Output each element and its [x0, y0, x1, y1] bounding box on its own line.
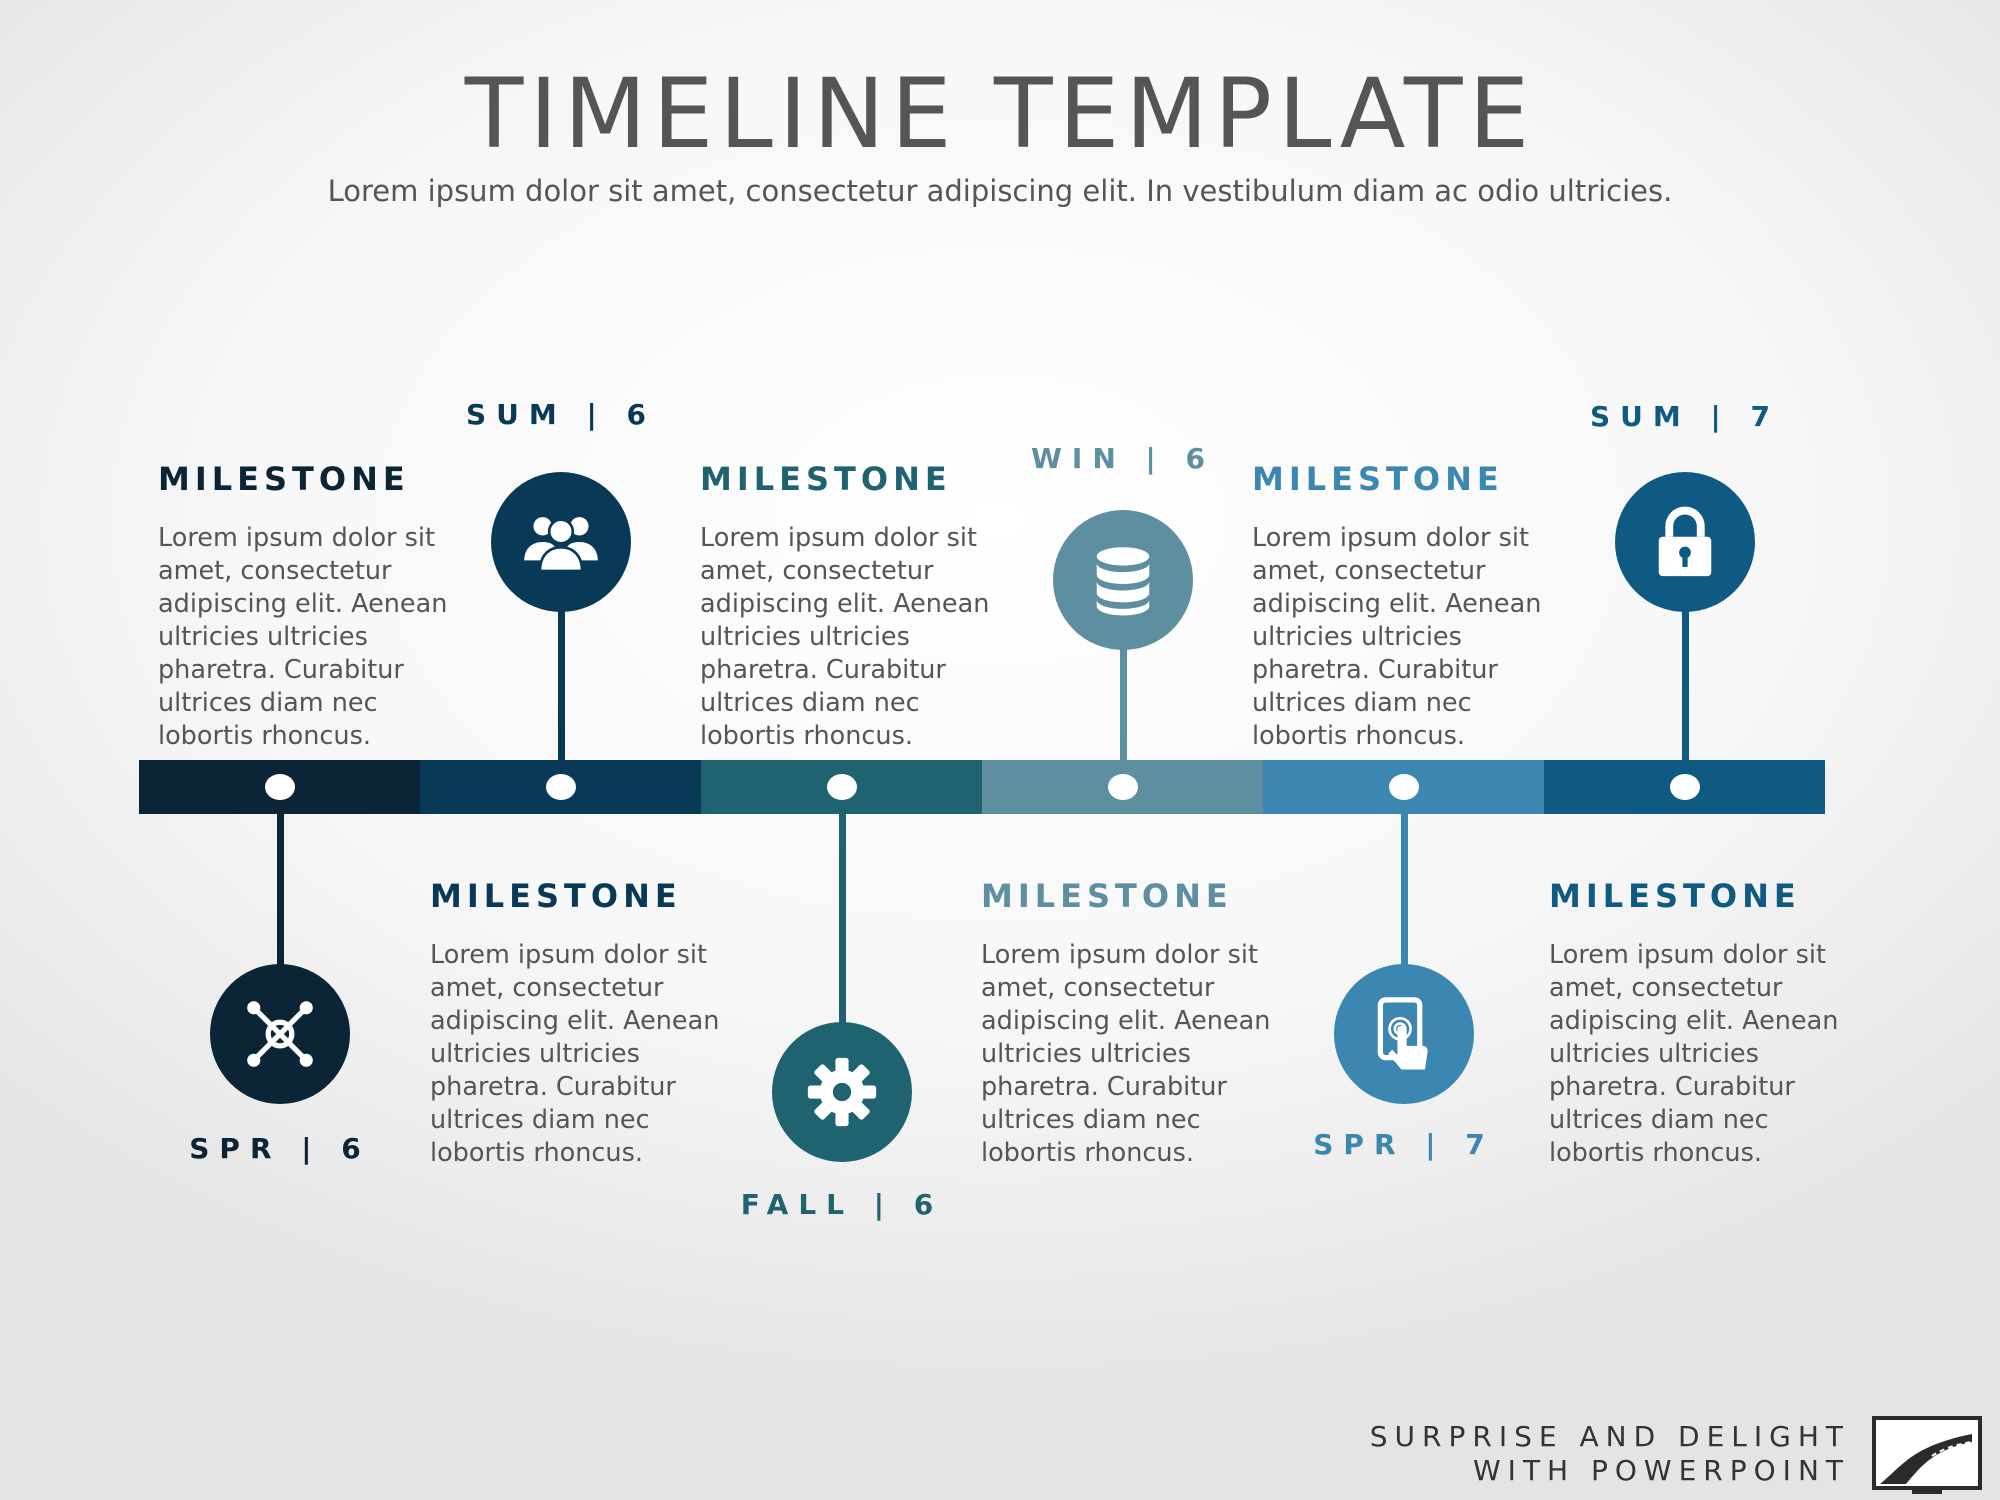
- milestone-6-stem: [1681, 606, 1689, 760]
- milestone-1-title: MILESTONE: [158, 460, 410, 498]
- milestone-5-date: SPR | 7: [1313, 1128, 1495, 1161]
- lock-icon: [1658, 506, 1712, 577]
- milestone-3-date: FALL | 6: [740, 1188, 944, 1221]
- milestone-2-text: Lorem ipsum dolor sit amet, consectetur …: [430, 940, 720, 1168]
- milestone-5-text: Lorem ipsum dolor sit amet, consectetur …: [1252, 523, 1542, 751]
- timeline-dot: [826, 774, 857, 800]
- milestone-6-date: SUM | 7: [1590, 400, 1780, 433]
- road-logo-icon: [1872, 1416, 1982, 1494]
- timeline-dot: [1388, 774, 1419, 800]
- gear-icon: [807, 1057, 877, 1127]
- users-icon: [524, 517, 598, 573]
- milestone-1-circle: [210, 964, 350, 1104]
- milestone-6-circle: [1615, 472, 1755, 612]
- milestone-3-title: MILESTONE: [700, 460, 952, 498]
- timeline-bar: [139, 760, 1825, 814]
- milestone-2-stem: [557, 606, 565, 760]
- database-icon: [1096, 547, 1150, 616]
- milestone-6-title: MILESTONE: [1549, 877, 1801, 915]
- network-icon: [247, 1001, 313, 1067]
- page-title: TIMELINE TEMPLATE: [464, 58, 1536, 170]
- timeline-segment-2: [420, 760, 701, 814]
- milestone-2-circle: [491, 472, 631, 612]
- timeline-segment-1: [139, 760, 420, 814]
- milestone-4-title: MILESTONE: [981, 877, 1233, 915]
- milestone-1-text: Lorem ipsum dolor sit amet, consectetur …: [158, 523, 448, 751]
- timeline-dot: [1669, 774, 1700, 800]
- tablet-touch-icon: [1377, 997, 1428, 1070]
- milestone-6-text: Lorem ipsum dolor sit amet, consectetur …: [1549, 940, 1839, 1168]
- milestone-5-circle: [1334, 964, 1474, 1104]
- branding-text: SURPRISE AND DELIGHT WITH POWERPOINT: [1370, 1420, 1850, 1488]
- timeline-dot: [264, 774, 295, 800]
- timeline-segment-6: [1544, 760, 1825, 814]
- timeline-segment-5: [1263, 760, 1544, 814]
- milestone-5-stem: [1400, 814, 1408, 974]
- timeline-segment-3: [701, 760, 982, 814]
- timeline-segment-4: [982, 760, 1263, 814]
- milestone-4-text: Lorem ipsum dolor sit amet, consectetur …: [981, 940, 1271, 1168]
- branding-line-1: SURPRISE AND DELIGHT: [1369, 1420, 1850, 1453]
- milestone-4-stem: [1119, 646, 1127, 760]
- timeline-dot: [545, 774, 576, 800]
- milestone-2-date: SUM | 6: [466, 398, 656, 431]
- timeline-dot: [1107, 774, 1138, 800]
- milestone-4-circle: [1053, 510, 1193, 650]
- milestone-5-title: MILESTONE: [1252, 460, 1504, 498]
- milestone-3-text: Lorem ipsum dolor sit amet, consectetur …: [700, 523, 990, 751]
- page-subtitle: Lorem ipsum dolor sit amet, consectetur …: [327, 174, 1673, 208]
- milestone-1-stem: [276, 814, 284, 974]
- milestone-3-stem: [838, 814, 846, 1030]
- milestone-1-date: SPR | 6: [189, 1132, 371, 1165]
- milestone-4-date: WIN | 6: [1031, 442, 1215, 475]
- milestone-3-circle: [772, 1022, 912, 1162]
- branding-line-2: WITH POWERPOINT: [1473, 1454, 1850, 1487]
- milestone-2-title: MILESTONE: [430, 877, 682, 915]
